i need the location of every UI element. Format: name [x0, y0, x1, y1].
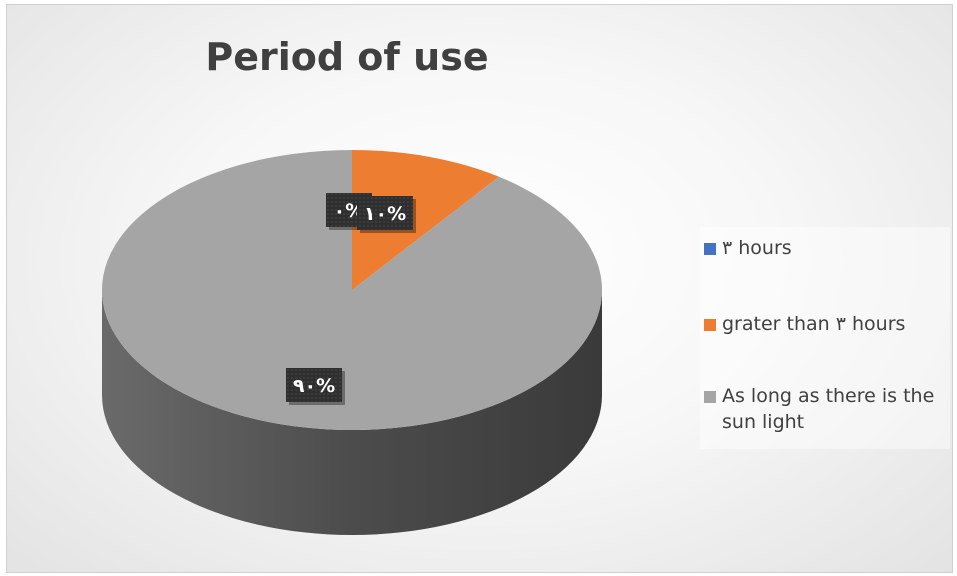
data-label: ١٠% [357, 196, 416, 233]
legend-swatch [704, 319, 716, 331]
pie-chart: ٠% ١٠% ٩٠% [102, 149, 603, 535]
legend-swatch [704, 243, 716, 255]
legend-label: grater than ٣ hours [722, 313, 906, 335]
data-label-text: ١٠% [364, 203, 406, 225]
legend: ٣ hours grater than ٣ hours As long as t… [700, 227, 950, 449]
pie-side [102, 290, 602, 535]
data-label-text: ٠% [334, 200, 365, 222]
data-label: ٩٠% [286, 368, 345, 405]
data-label-text: ٩٠% [293, 375, 335, 397]
data-label-box [357, 196, 413, 230]
data-label-box [286, 368, 342, 402]
slice-sun-light [102, 149, 603, 430]
chart-area: Period of use ٠% ١٠% ٩٠% ٣ hours grater th… [6, 4, 953, 573]
slice-greater-than-3-hours [352, 150, 499, 290]
legend-label: ٣ hours [722, 237, 792, 259]
legend-label: As long as there is the sun light [722, 385, 935, 433]
chart-title: Period of use [205, 35, 489, 79]
legend-swatch [704, 391, 716, 403]
